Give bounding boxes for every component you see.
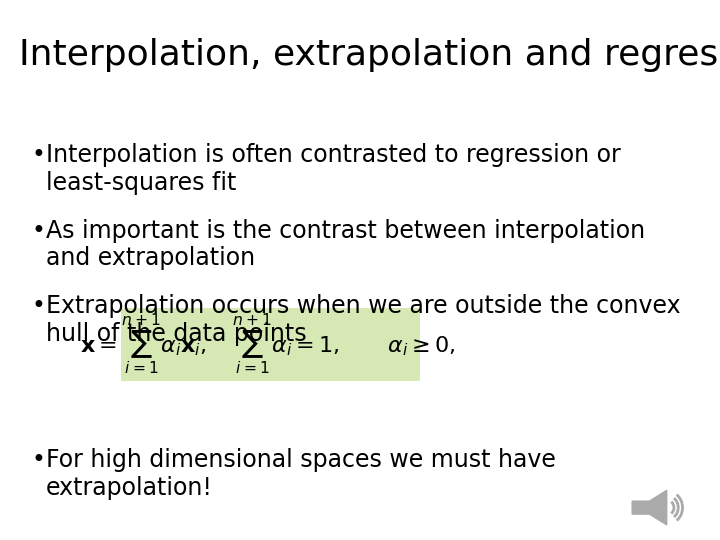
Text: •: • bbox=[32, 219, 45, 242]
Text: •: • bbox=[32, 143, 45, 167]
Text: For high dimensional spaces we must have
extrapolation!: For high dimensional spaces we must have… bbox=[46, 448, 556, 500]
Text: Extrapolation occurs when we are outside the convex
hull of the data points: Extrapolation occurs when we are outside… bbox=[46, 294, 680, 346]
Text: As important is the contrast between interpolation
and extrapolation: As important is the contrast between int… bbox=[46, 219, 645, 271]
Text: Interpolation is often contrasted to regression or
least-squares fit: Interpolation is often contrasted to reg… bbox=[46, 143, 621, 195]
Polygon shape bbox=[632, 490, 667, 525]
Text: •: • bbox=[32, 294, 45, 318]
FancyBboxPatch shape bbox=[121, 308, 420, 381]
Text: $\mathbf{x} = \sum_{i=1}^{n+1} \alpha_i \mathbf{x}_i, \quad \sum_{i=1}^{n+1} \al: $\mathbf{x} = \sum_{i=1}^{n+1} \alpha_i … bbox=[80, 312, 456, 377]
Text: •: • bbox=[32, 448, 45, 472]
Text: Interpolation, extrapolation and regression: Interpolation, extrapolation and regress… bbox=[19, 38, 720, 72]
